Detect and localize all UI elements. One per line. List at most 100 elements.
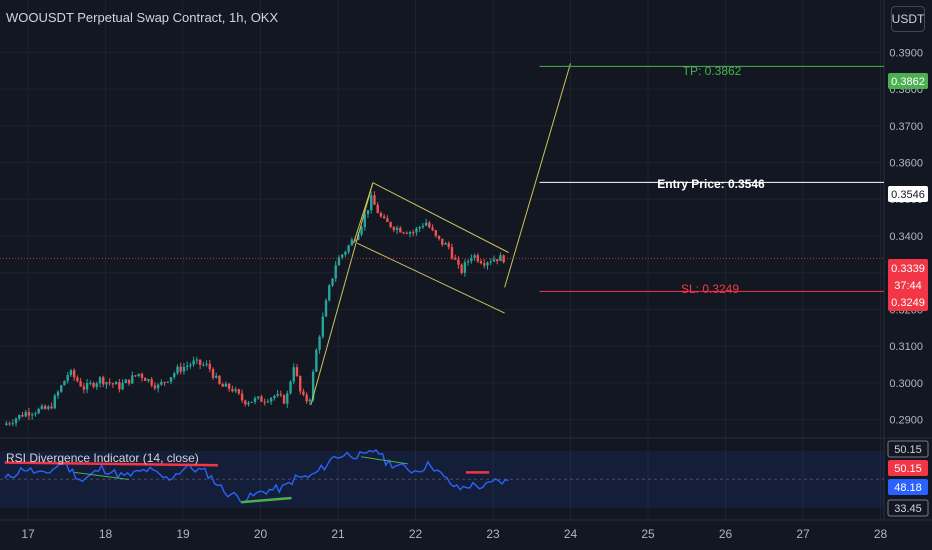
candle-body (85, 383, 89, 390)
candle-body (253, 398, 257, 402)
x-tick-label: 23 (486, 527, 500, 541)
candle-body (244, 400, 247, 405)
candle-body (192, 360, 195, 365)
flag-channel (310, 63, 571, 406)
candle-body (218, 375, 221, 384)
entry-price-tag: 0.3546 (888, 186, 928, 202)
candle-body (276, 394, 279, 396)
chart-title: WOOUSDT Perpetual Swap Contract, 1h, OKX (6, 10, 279, 25)
x-tick-label: 28 (874, 527, 888, 541)
candle-body (27, 412, 31, 416)
candle-body (156, 384, 160, 389)
candle-body (395, 227, 399, 231)
candle-body (195, 359, 199, 361)
currency-button[interactable]: USDT (891, 6, 925, 32)
candle-body (14, 418, 18, 424)
candle-body (173, 373, 176, 378)
rsi-tag-1-value: 50.15 (894, 444, 922, 456)
candle-body (415, 228, 418, 233)
candle-body (50, 406, 53, 409)
candle-body (60, 385, 63, 392)
candle-body (56, 391, 60, 396)
candle-body (470, 258, 473, 262)
candle-body (269, 397, 273, 402)
current-price-value: 0.3339 (891, 263, 925, 275)
candle-body (389, 221, 392, 228)
x-tick-label: 26 (719, 527, 733, 541)
countdown-value: 37:44 (894, 280, 922, 292)
candle-body (450, 247, 454, 259)
rsi-tag-2-bg (888, 460, 928, 476)
candle-body (428, 222, 431, 228)
candle-body (308, 399, 312, 402)
candle-body (114, 382, 118, 385)
candle-body (431, 227, 434, 231)
candle-body (221, 383, 224, 387)
candle-body (34, 413, 37, 415)
candle-body (163, 382, 166, 384)
entry-price-label: Entry Price: 0.3546 (657, 177, 765, 191)
candle-body (386, 218, 389, 222)
candle-body (108, 382, 111, 384)
candle-body (434, 230, 438, 236)
candle-body (47, 406, 50, 409)
candle-body (250, 401, 253, 403)
grid (0, 0, 932, 521)
candle-body (95, 383, 98, 387)
current-price-tag: 0.3339 37:44 0.3249 (888, 259, 928, 311)
rsi-tag-3-bg (888, 479, 928, 495)
rsi-tag-4: 33.45 (887, 499, 929, 517)
rsi-tag-1: 50.15 (887, 440, 929, 458)
bullish-divergence (241, 496, 292, 504)
candle-body (479, 261, 483, 264)
y-tick-label: 0.3000 (889, 378, 923, 390)
candle-body (169, 377, 173, 382)
candle-body (66, 374, 69, 381)
candle-body (457, 259, 460, 265)
sl-tag-value: 0.3249 (891, 297, 925, 309)
candle-body (437, 235, 441, 239)
candle-body (418, 227, 421, 229)
candle-body (185, 365, 189, 367)
candle-body (182, 366, 186, 372)
candle-body (405, 232, 408, 234)
candle-body (131, 375, 134, 384)
candle-body (118, 382, 121, 390)
candle-body (483, 263, 486, 266)
candle-body (43, 405, 47, 409)
candle-body (8, 423, 11, 425)
candle-body (370, 195, 373, 211)
candle-body (328, 285, 331, 301)
pole-line (310, 182, 374, 406)
candle-body (30, 414, 34, 416)
candle-body (153, 385, 157, 389)
candle-body (282, 395, 286, 404)
candle-body (121, 383, 124, 390)
rsi-line (4, 448, 509, 504)
hidden-divergence-2 (361, 456, 408, 465)
candle-body (5, 423, 8, 426)
candle-body (460, 264, 463, 273)
candle-body (240, 393, 244, 401)
candle-body (441, 238, 444, 245)
rsi-indicator-title[interactable]: RSI Divergence Indicator (14, close) (6, 451, 199, 465)
bearish-divergence (4, 461, 218, 467)
candle-body (79, 381, 82, 387)
hidden-divergence (74, 471, 129, 480)
rsi-tag-1-bg (887, 440, 929, 458)
x-tick-label: 22 (409, 527, 423, 541)
current-tag-bg (888, 259, 928, 311)
candle-body (231, 388, 234, 392)
candle-body (334, 265, 337, 279)
tp-price-tag: 0.3862 (888, 73, 928, 89)
rsi-band (0, 451, 884, 508)
projection-line (504, 63, 571, 288)
candle-body (279, 394, 283, 396)
channel-lower (357, 242, 505, 314)
candle-body (402, 232, 405, 234)
y-tick-label: 0.3400 (889, 231, 923, 243)
candle-body (189, 364, 192, 366)
rsi-tag-3: 48.18 (888, 479, 928, 495)
